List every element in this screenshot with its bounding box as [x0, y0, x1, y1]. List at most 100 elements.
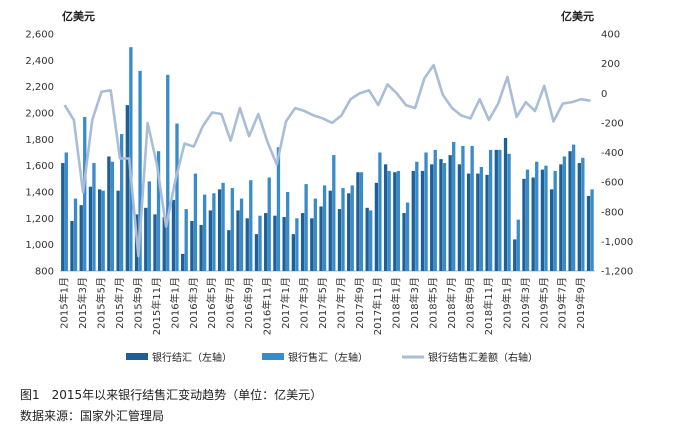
- bar-sale: [212, 193, 216, 271]
- bar-sale: [350, 185, 354, 271]
- bar-sale: [590, 189, 594, 271]
- bar-sale: [295, 218, 299, 271]
- bar-settlement: [70, 220, 74, 271]
- bar-settlement: [217, 189, 222, 271]
- bar-sale: [73, 198, 78, 271]
- y-left-tick-label: 1,400: [25, 188, 54, 199]
- x-tick-label: 2018年3月: [408, 277, 421, 329]
- x-tick-label: 2017年7月: [334, 277, 347, 329]
- bar-settlement: [162, 217, 166, 271]
- bar-sale: [304, 184, 308, 271]
- bar-sale: [433, 149, 437, 271]
- x-tick-label: 2015年1月: [58, 277, 71, 329]
- bar-sale: [387, 170, 391, 271]
- x-tick-label: 2016年3月: [187, 277, 200, 329]
- bar-settlement: [430, 164, 434, 271]
- bar-sale: [119, 134, 124, 271]
- bar-settlement: [273, 215, 277, 271]
- bar-sale: [322, 185, 327, 271]
- bar-sale: [267, 177, 271, 271]
- bar-settlement: [310, 218, 314, 271]
- x-tick-label: 2018年1月: [390, 277, 403, 329]
- x-tick-label: 2017年1月: [279, 277, 292, 329]
- x-tick-label: 2015年11月: [150, 277, 163, 335]
- x-tick-label: 2019年3月: [519, 277, 532, 329]
- y-left-tick-label: 2,400: [25, 56, 54, 67]
- x-tick-label: 2018年9月: [463, 277, 476, 329]
- bar-sale: [488, 149, 493, 271]
- y-left-tick-label: 1,000: [25, 240, 54, 251]
- bar-sale: [313, 198, 317, 271]
- bar-sale: [129, 47, 133, 271]
- bar-settlement: [347, 193, 351, 271]
- bar-sale: [452, 141, 456, 271]
- bar-sale: [498, 149, 502, 271]
- bar-sale: [239, 198, 244, 271]
- x-tick-label: 2017年5月: [316, 277, 329, 329]
- y-right-tick-label: -200: [601, 118, 624, 129]
- bar-settlement: [540, 169, 545, 271]
- bar-settlement: [568, 151, 572, 271]
- bar-sale: [424, 152, 428, 271]
- y-right-tick-label: -800: [601, 207, 624, 218]
- bar-settlement: [79, 205, 83, 271]
- y-left-tick-label: 2,600: [25, 30, 54, 41]
- x-tick-label: 2019年1月: [500, 277, 513, 329]
- right-axis-unit: 亿美元: [561, 9, 594, 23]
- bar-settlement: [144, 207, 148, 271]
- y-left-tick-label: 2,000: [25, 109, 54, 120]
- bar-settlement: [337, 209, 342, 271]
- bar-sale: [184, 209, 188, 271]
- bar-settlement: [457, 164, 462, 271]
- bar-sale: [175, 123, 179, 272]
- left-axis-unit: 亿美元: [62, 9, 95, 23]
- bar-sale: [83, 116, 87, 271]
- bar-settlement: [208, 210, 213, 271]
- bar-settlement: [300, 213, 305, 271]
- x-tick-label: 2019年9月: [574, 277, 587, 329]
- bar-sale: [442, 163, 447, 271]
- legend-label: 银行结汇（左轴）: [152, 351, 232, 364]
- x-tick-label: 2016年5月: [205, 277, 218, 329]
- y-right-tick-label: 200: [601, 59, 620, 70]
- bar-settlement: [393, 172, 397, 271]
- chart-axes: 800 1,000 1,200 1,400 1,600 1,800 2,000 2,200 2,…: [25, 30, 633, 336]
- bar-sale: [166, 74, 170, 271]
- bar-sale: [276, 147, 281, 271]
- legend-swatch: [262, 353, 284, 360]
- bar-sale: [470, 145, 474, 271]
- bar-sale: [415, 161, 419, 271]
- bar-sale: [249, 180, 253, 271]
- bar-sale: [581, 157, 585, 271]
- bar-sale: [461, 145, 465, 271]
- y-right-tick-label: 0: [601, 89, 607, 100]
- bar-settlement: [328, 190, 332, 271]
- x-tick-label: 2016年11月: [261, 277, 274, 335]
- bar-settlement: [98, 189, 102, 271]
- chart-line: [63, 63, 591, 258]
- x-tick-label: 2015年9月: [131, 277, 144, 329]
- bar-settlement: [439, 159, 443, 271]
- line-net-balance: [63, 63, 591, 258]
- bar-sale: [405, 202, 410, 271]
- bar-sale: [258, 215, 262, 271]
- data-source: 数据来源：国家外汇管理局: [20, 409, 165, 423]
- bar-settlement: [190, 220, 194, 271]
- bar-sale: [230, 188, 234, 271]
- y-right-tick-label: -600: [601, 178, 624, 189]
- x-tick-label: 2017年11月: [371, 277, 384, 335]
- bar-settlement: [522, 178, 526, 271]
- bar-settlement: [586, 195, 591, 271]
- y-right-tick-label: 400: [601, 30, 620, 41]
- bar-sale: [553, 170, 557, 271]
- y-right-tick-label: -1,200: [601, 267, 633, 278]
- x-tick-label: 2015年5月: [95, 277, 108, 329]
- y-left-tick-label: 1,200: [25, 214, 54, 225]
- x-tick-label: 2018年7月: [445, 277, 458, 329]
- bar-sale: [369, 210, 373, 271]
- bar-sale: [221, 182, 225, 271]
- bar-settlement: [411, 170, 415, 271]
- bar-sale: [156, 151, 161, 271]
- x-tick-label: 2015年3月: [76, 277, 89, 329]
- bar-settlement: [282, 217, 286, 271]
